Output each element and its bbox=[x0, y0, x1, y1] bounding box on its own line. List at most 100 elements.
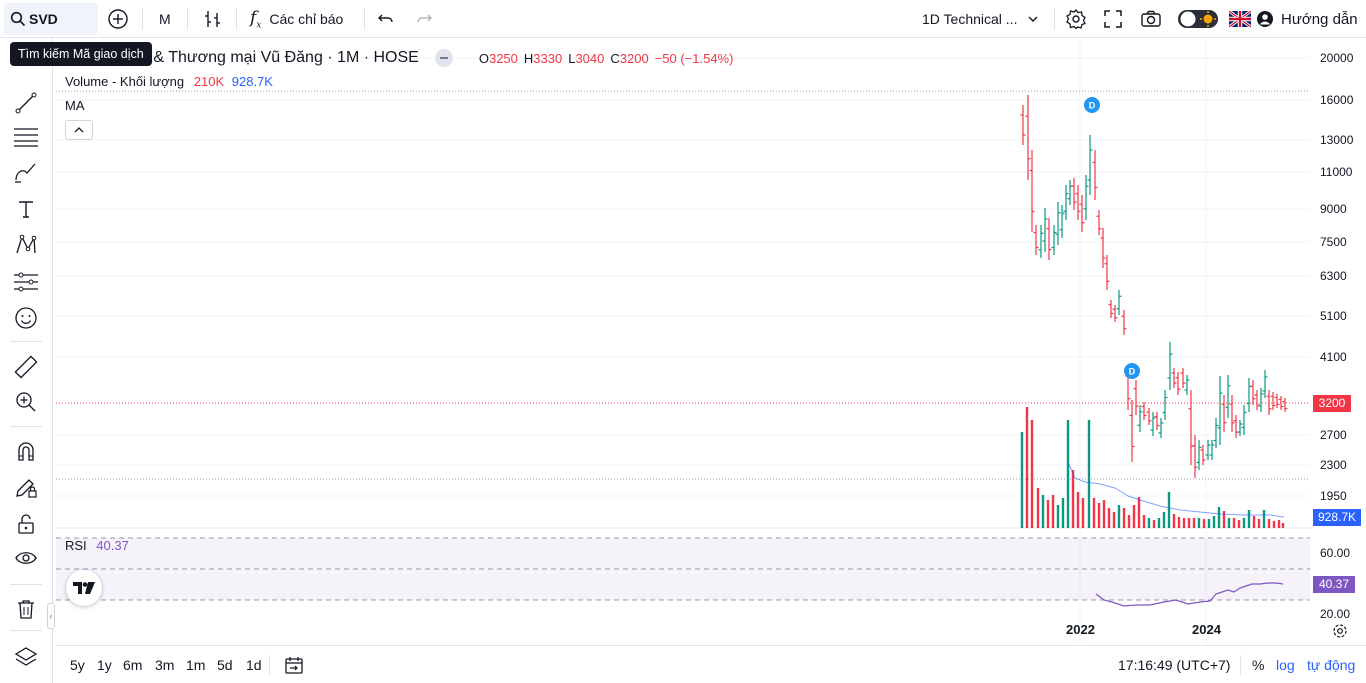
volume-bar bbox=[1025, 407, 1029, 528]
percent-scale-button[interactable]: % bbox=[1252, 657, 1265, 673]
volume-bar bbox=[1036, 488, 1040, 528]
chart-type-button[interactable] bbox=[202, 0, 224, 38]
collapse-legend-button[interactable] bbox=[65, 120, 93, 140]
price-tick-label: 1950 bbox=[1320, 489, 1347, 503]
ohlc-bar bbox=[1262, 370, 1268, 398]
volume-bar bbox=[1242, 518, 1246, 528]
guide-button[interactable]: Hướng dẫn bbox=[1257, 0, 1358, 38]
ohlc-bar bbox=[1133, 380, 1139, 415]
ohlc-bar bbox=[1025, 95, 1031, 180]
layout-selector[interactable]: 1D Technical ... bbox=[922, 0, 1039, 38]
legend-menu-dot[interactable] bbox=[434, 49, 453, 67]
svg-text:D: D bbox=[1129, 367, 1136, 377]
lock-all-tool[interactable] bbox=[13, 511, 39, 537]
ohlc-bar bbox=[1121, 310, 1127, 335]
undo-button[interactable] bbox=[376, 0, 396, 38]
text-tool[interactable] bbox=[13, 196, 39, 222]
pattern-tool[interactable] bbox=[13, 232, 39, 258]
range-1m-button[interactable]: 1m bbox=[186, 657, 206, 673]
volume-bar bbox=[1272, 521, 1276, 528]
measure-tool[interactable] bbox=[13, 354, 39, 380]
volume-bar bbox=[1192, 518, 1196, 528]
price-tick-label: 5100 bbox=[1320, 309, 1347, 323]
chart-settings-button[interactable] bbox=[1332, 623, 1348, 642]
price-tick-label: 13000 bbox=[1320, 133, 1354, 147]
drawing-toolbar bbox=[0, 38, 53, 683]
prediction-tool[interactable] bbox=[13, 269, 39, 295]
volume-legend[interactable]: Volume - Khối lượng 210K 928.7K bbox=[65, 74, 273, 89]
remove-drawings-button[interactable] bbox=[13, 596, 39, 622]
symbol-search-button[interactable]: SVD bbox=[4, 3, 98, 35]
ma-legend[interactable]: MA bbox=[65, 98, 85, 113]
fib-tool[interactable] bbox=[13, 124, 39, 150]
magnet-tool[interactable] bbox=[13, 439, 39, 465]
range-1d-button[interactable]: 1d bbox=[246, 657, 262, 673]
icon-tool[interactable] bbox=[13, 305, 39, 331]
volume-bar bbox=[1147, 518, 1151, 528]
volume-bar bbox=[1177, 517, 1181, 528]
chevron-down-icon bbox=[1028, 16, 1038, 22]
fullscreen-button[interactable] bbox=[1103, 0, 1123, 38]
clock[interactable]: 17:16:49 (UTC+7) bbox=[1118, 657, 1231, 673]
range-5y-button[interactable]: 5y bbox=[70, 657, 85, 673]
toolbar-collapse-handle[interactable]: ‹ bbox=[47, 603, 55, 629]
hide-drawings-tool[interactable] bbox=[13, 545, 39, 571]
indicators-button[interactable]: fx Các chỉ báo bbox=[250, 0, 343, 38]
volume-axis-label: 928.7K bbox=[1313, 509, 1361, 526]
symbol-title[interactable]: Đầu tư & Thương mại Vũ Đăng · 1M · HOSE bbox=[100, 49, 419, 66]
ohlc-bar bbox=[1137, 405, 1143, 432]
ohlc-bar bbox=[1258, 388, 1264, 412]
ohlc-bar bbox=[1229, 395, 1235, 432]
volume-bar bbox=[1267, 519, 1271, 528]
theme-toggle[interactable] bbox=[1177, 0, 1219, 38]
range-5d-button[interactable]: 5d bbox=[217, 657, 233, 673]
trash-icon bbox=[18, 600, 34, 619]
volume-bar bbox=[1071, 470, 1075, 528]
lock-drawing-tool[interactable] bbox=[13, 474, 39, 500]
volume-bar bbox=[1157, 518, 1161, 528]
price-tick-label: 2300 bbox=[1320, 458, 1347, 472]
log-scale-button[interactable]: log bbox=[1276, 657, 1295, 673]
range-1y-button[interactable]: 1y bbox=[97, 657, 112, 673]
settings-button[interactable] bbox=[1065, 0, 1087, 38]
volume-bar bbox=[1030, 420, 1034, 528]
range-3m-button[interactable]: 3m bbox=[155, 657, 175, 673]
goto-date-button[interactable] bbox=[284, 655, 304, 678]
smiley-icon bbox=[15, 307, 37, 329]
screenshot-button[interactable] bbox=[1140, 0, 1162, 38]
auto-scale-button[interactable]: tự động bbox=[1307, 657, 1356, 673]
volume-bar bbox=[1056, 505, 1060, 528]
volume-bar bbox=[1046, 500, 1050, 528]
brush-tool[interactable] bbox=[13, 159, 39, 185]
ohlc-bar bbox=[1087, 135, 1093, 195]
chevron-up-icon bbox=[74, 127, 84, 133]
volume-bar bbox=[1162, 512, 1166, 528]
svg-text:D: D bbox=[1089, 101, 1096, 111]
trend-line-tool[interactable] bbox=[13, 90, 39, 116]
layers-icon bbox=[14, 647, 38, 666]
zoom-tool[interactable] bbox=[13, 389, 39, 415]
volume-bar bbox=[1182, 518, 1186, 528]
ohlc-bar bbox=[1116, 290, 1122, 315]
object-tree-button[interactable] bbox=[13, 644, 39, 670]
ohlc-bar bbox=[1162, 390, 1168, 420]
volume-label: Volume - Khối lượng bbox=[65, 74, 185, 89]
redo-button[interactable] bbox=[414, 0, 434, 38]
language-button[interactable] bbox=[1229, 0, 1251, 38]
volume-bar bbox=[1172, 514, 1176, 528]
price-axis: 20000 16000 13000 11000 9000 7500 6300 5100 4100… bbox=[1320, 51, 1354, 503]
rsi-legend[interactable]: RSI 40.37 bbox=[65, 538, 129, 553]
range-6m-button[interactable]: 6m bbox=[123, 657, 143, 673]
ohlc-bar bbox=[1059, 205, 1065, 238]
volume-value: 210K bbox=[193, 74, 225, 89]
tradingview-logo[interactable] bbox=[66, 570, 102, 606]
time-tick-2024: 2024 bbox=[1192, 622, 1221, 637]
interval-button[interactable]: M bbox=[159, 11, 171, 27]
layout-name: 1D Technical ... bbox=[922, 11, 1018, 27]
volume-bar bbox=[1167, 492, 1171, 528]
compare-symbol-button[interactable] bbox=[107, 0, 129, 38]
ohlc-bar bbox=[1079, 195, 1085, 232]
volume-ma-value: 928.7K bbox=[231, 74, 273, 89]
symbol-label: SVD bbox=[29, 11, 58, 27]
